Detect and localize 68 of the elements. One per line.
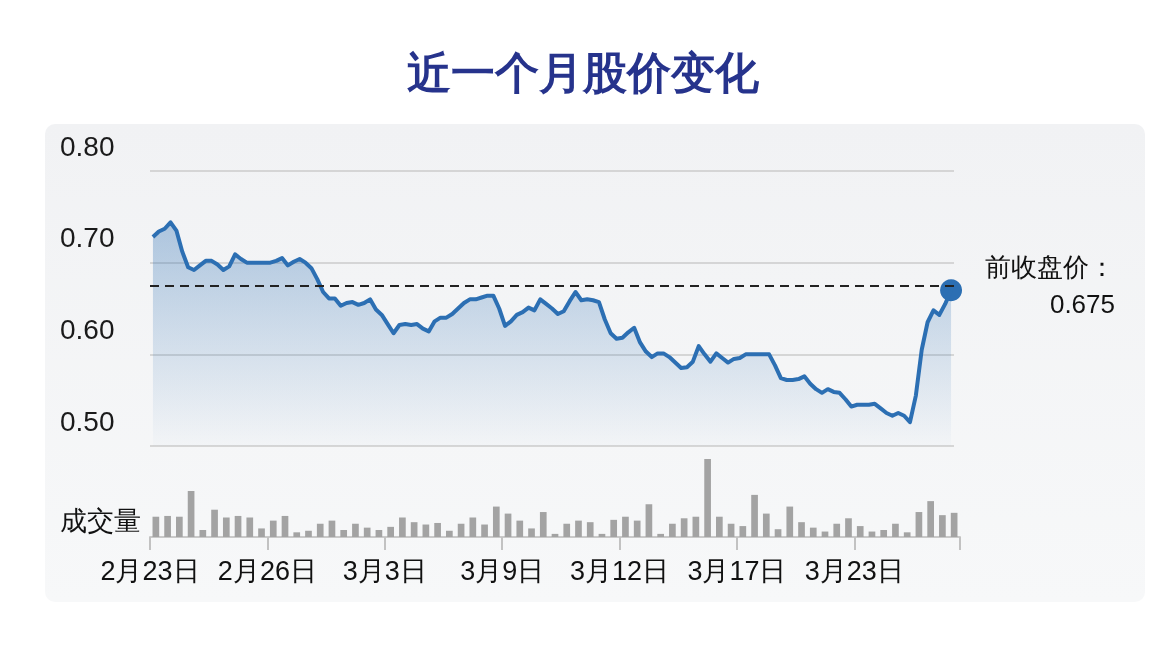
bar bbox=[492, 506, 500, 537]
bar bbox=[774, 529, 782, 537]
bar bbox=[610, 519, 618, 537]
bar bbox=[352, 523, 359, 537]
bar bbox=[269, 520, 277, 537]
bar bbox=[410, 522, 418, 537]
bar bbox=[199, 529, 207, 537]
bar bbox=[645, 504, 653, 537]
bar bbox=[856, 526, 864, 537]
y-tick-label: 0.50 bbox=[60, 405, 115, 437]
y-tick-label: 0.80 bbox=[60, 130, 115, 162]
x-tick-label: 3月23日 bbox=[804, 555, 904, 586]
bar bbox=[293, 532, 301, 537]
bar bbox=[622, 516, 629, 537]
bar bbox=[399, 517, 406, 537]
bar bbox=[903, 532, 911, 537]
bar bbox=[211, 509, 218, 537]
bar bbox=[939, 515, 946, 537]
bar bbox=[222, 517, 230, 537]
bar bbox=[786, 506, 794, 537]
bar bbox=[528, 528, 535, 537]
bar bbox=[539, 512, 547, 537]
bar bbox=[880, 529, 888, 537]
ref-line-label: 前收盘价：0.675 bbox=[985, 252, 1115, 320]
x-tick-label: 2月26日 bbox=[217, 555, 317, 586]
bar bbox=[845, 518, 852, 537]
bar bbox=[704, 459, 711, 537]
bar bbox=[187, 490, 195, 537]
bar bbox=[305, 530, 312, 537]
x-tick-label: 3月17日 bbox=[687, 555, 787, 586]
y-axis-title: 成交量 bbox=[60, 505, 141, 536]
bar bbox=[246, 517, 254, 537]
bar bbox=[739, 526, 747, 537]
y-tick-label: 0.70 bbox=[60, 222, 115, 254]
x-tick-label: 2月23日 bbox=[100, 555, 200, 586]
y-tick-label: 0.60 bbox=[60, 313, 115, 345]
bar bbox=[258, 528, 265, 537]
bar bbox=[657, 533, 664, 537]
bar bbox=[164, 515, 171, 537]
bar bbox=[927, 501, 934, 537]
bar bbox=[798, 522, 805, 537]
chart-title: 近一个月股价变化 bbox=[406, 47, 760, 97]
x-tick-label: 3月12日 bbox=[570, 555, 670, 586]
bar bbox=[434, 522, 441, 537]
bar bbox=[915, 512, 923, 537]
x-tick-label: 3月9日 bbox=[460, 555, 545, 586]
bar bbox=[716, 516, 723, 537]
bar bbox=[363, 527, 371, 537]
bar bbox=[481, 524, 488, 537]
bar bbox=[669, 523, 676, 537]
bar bbox=[633, 520, 641, 537]
x-tick-label: 3月3日 bbox=[342, 555, 427, 586]
bar bbox=[469, 517, 477, 537]
bar bbox=[387, 526, 394, 537]
bar bbox=[575, 520, 582, 537]
bar bbox=[833, 523, 841, 537]
bar bbox=[563, 523, 571, 537]
bar bbox=[340, 529, 348, 537]
bar bbox=[680, 518, 688, 537]
bar bbox=[751, 494, 758, 537]
bar bbox=[762, 513, 770, 537]
bar bbox=[446, 530, 453, 537]
bar bbox=[586, 522, 594, 537]
bar bbox=[176, 516, 183, 537]
bar bbox=[892, 523, 899, 537]
bar bbox=[809, 527, 817, 537]
bar bbox=[316, 523, 324, 537]
bar bbox=[516, 520, 524, 537]
